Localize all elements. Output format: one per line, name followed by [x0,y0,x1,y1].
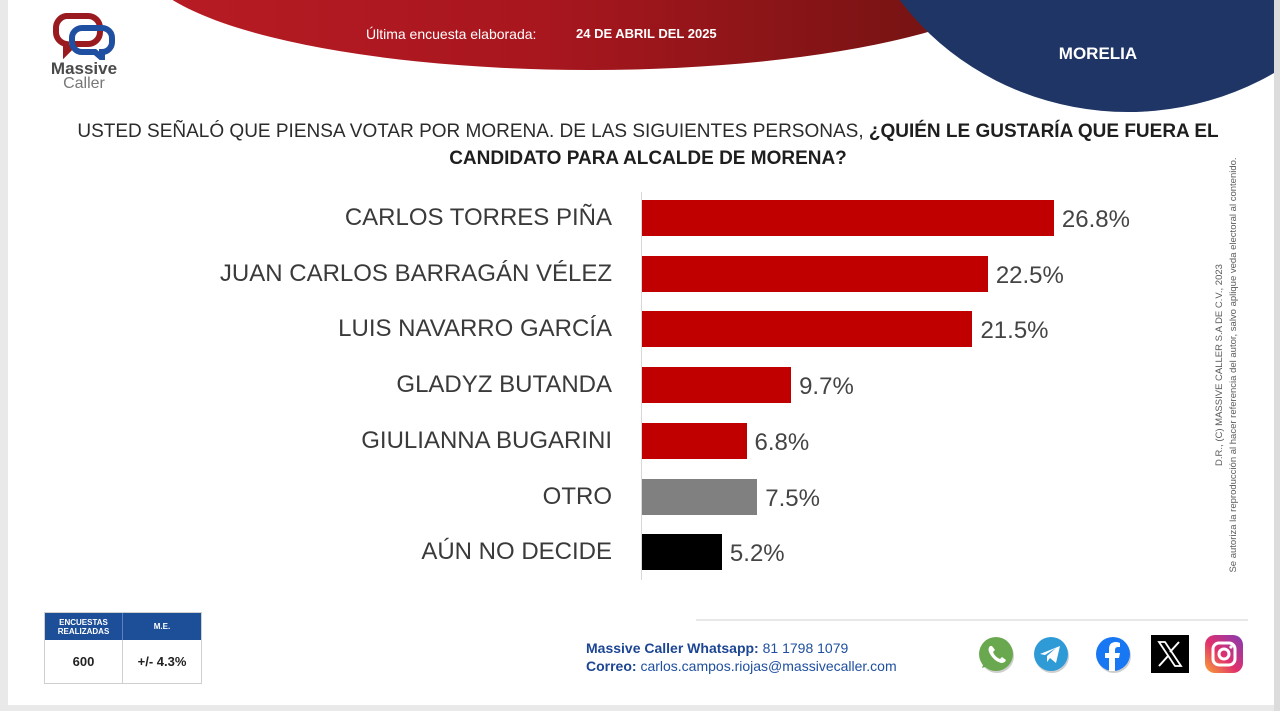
category-label: GLADYZ BUTANDA [396,371,612,399]
whatsapp-label: Massive Caller Whatsapp: [586,640,759,656]
instagram-icon[interactable] [1204,634,1244,674]
bar [642,367,792,404]
footer-divider [696,619,1248,621]
bar [642,255,988,292]
poll-slide: Última encuesta elaborada: 24 DE ABRIL D… [8,0,1274,705]
category-label: JUAN CARLOS BARRAGÁN VÉLEZ [219,259,612,287]
survey-date-label: Última encuesta elaborada: [366,26,537,42]
copyright-line1: D.R., (C) MASSIVE CALLER S.A DE C.V., 20… [1214,264,1225,466]
survey-stats-table: ENCUESTAS REALIZADAS M.E. 600 +/- 4.3% [44,612,202,684]
bar-chart: CARLOS TORRES PIÑA 26.8% JUAN CARLOS BARRA… [8,0,1274,600]
city-label: MORELIA [1058,44,1138,63]
question-title: USTED SEÑALÓ QUE PIENSA VOTAR POR MORENA… [68,118,1228,172]
value-label: 22.5% [995,261,1064,289]
category-label: OTRO [542,482,612,510]
bar [642,200,1054,236]
category-axis-line [641,192,642,580]
survey-date: 24 DE ABRIL DEL 2025 [576,26,717,41]
bar [642,478,758,515]
stats-surveys-value: 600 [45,640,123,683]
question-text-bold: ¿QUIÉN LE GUSTARÍA QUE FUERA EL CANDIDAT… [449,121,1219,169]
x-icon[interactable] [1149,634,1189,674]
speech-bubbles-icon [53,13,115,65]
value-label: 9.7% [799,373,854,401]
contact-info: Massive Caller Whatsapp: 81 1798 1079 Co… [586,639,897,675]
value-label: 26.8% [1061,206,1130,233]
value-label: 6.8% [754,428,810,456]
category-label: CARLOS TORRES PIÑA [344,204,612,231]
page-edge [1274,0,1280,711]
value-label: 7.5% [765,484,820,512]
bar [642,422,747,459]
category-label: AÚN NO DECIDE [421,538,612,566]
email-label: Correo: [586,658,637,674]
value-label: 21.5% [980,317,1049,345]
stats-margin-value: +/- 4.3% [137,654,187,669]
copyright-notice: D.R., (C) MASSIVE CALLER S.A DE C.V., 20… [1213,140,1241,590]
copyright-line2: Se autoriza la reproducción al hacer ref… [1228,157,1239,573]
value-label: 5.2% [729,540,785,568]
stats-header-margin: M.E. [153,622,171,631]
facebook-icon[interactable] [1093,634,1133,674]
bar [642,534,722,571]
stats-header-surveys: ENCUESTAS REALIZADAS [45,613,123,640]
telegram-icon[interactable] [1031,634,1071,674]
category-label: LUIS NAVARRO GARCÍA [338,315,612,343]
logo-text-massive: Massive [50,59,118,78]
whatsapp-icon[interactable] [976,634,1016,674]
logo-text-caller: Caller [63,75,105,92]
whatsapp-number[interactable]: 81 1798 1079 [758,640,849,656]
massive-caller-logo: Massive Caller [44,12,124,100]
email-address[interactable]: carlos.campos.riojas@massivecaller.com [636,658,897,674]
category-label: GIULIANNA BUGARINI [361,426,612,454]
question-text: USTED SEÑALÓ QUE PIENSA VOTAR POR MORENA… [77,121,869,142]
bar [642,311,973,348]
